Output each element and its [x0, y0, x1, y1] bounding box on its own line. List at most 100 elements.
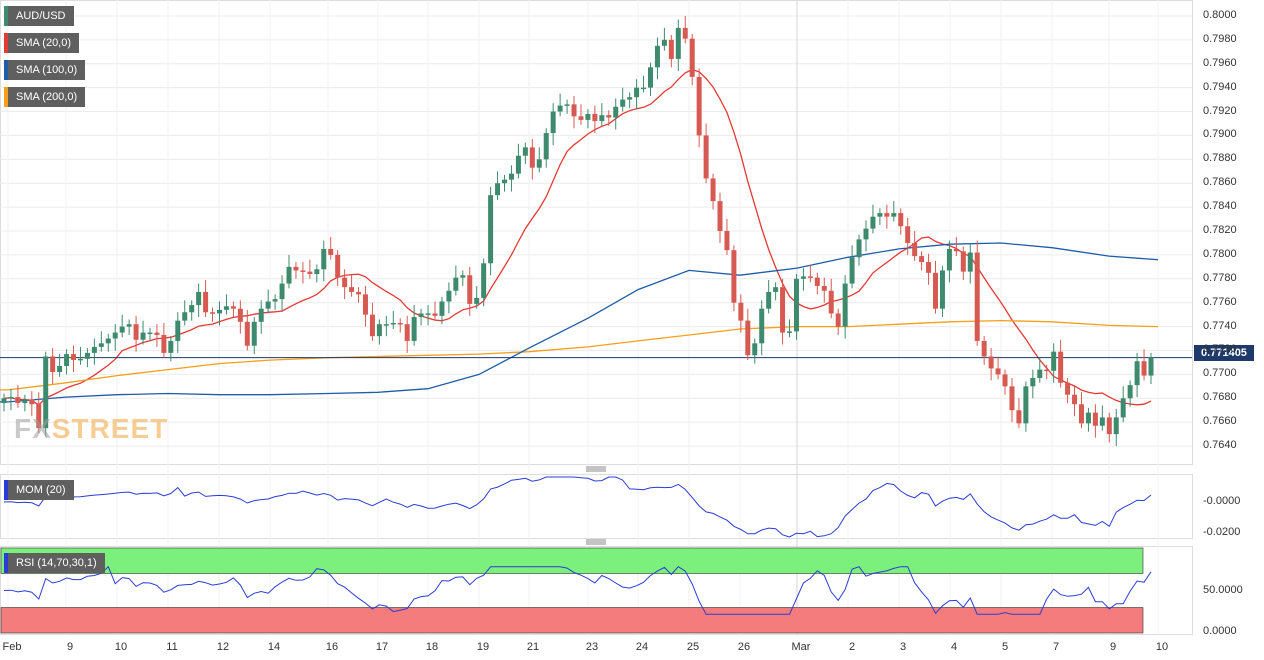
candle [536, 147, 542, 173]
candle [182, 300, 188, 326]
sma20-line [3, 68, 1152, 406]
candle [766, 280, 772, 314]
candle [418, 308, 424, 326]
candle [1099, 405, 1105, 431]
candle [411, 305, 417, 346]
candle [43, 351, 49, 437]
candle [1, 393, 7, 412]
candle [828, 278, 834, 319]
candle [1106, 412, 1112, 443]
candle [502, 174, 508, 192]
candle [724, 219, 730, 255]
candle [369, 302, 375, 341]
time-tick-label: 11 [166, 641, 178, 653]
legend-mom-label: MOM (20) [16, 484, 66, 496]
candle [703, 123, 709, 184]
legend-sma100-label: SMA (100,0) [16, 64, 78, 76]
legend-symbol-label: AUD/USD [16, 10, 66, 22]
candle [1030, 369, 1036, 399]
candle [550, 103, 556, 145]
rsi-line [3, 565, 1152, 615]
time-tick-label: 23 [585, 641, 599, 653]
candle [133, 315, 139, 352]
price-tick-label: 0.7640 [1203, 439, 1237, 452]
candle [105, 333, 111, 352]
candle [64, 349, 70, 375]
sma100-line [0, 242, 1159, 403]
candle [251, 317, 257, 355]
legend-sma20[interactable]: SMA (20,0) [4, 33, 80, 53]
candle [522, 142, 528, 165]
candle [244, 309, 250, 351]
candle [161, 323, 167, 358]
candle [613, 98, 619, 130]
legend-rsi[interactable]: RSI (14,70,30,1) [4, 553, 105, 573]
time-tick-label: Feb [2, 641, 22, 653]
candle [891, 201, 897, 222]
candle [481, 258, 487, 307]
candle [272, 294, 278, 310]
candle [279, 275, 285, 312]
candle [1044, 364, 1050, 380]
candle [293, 262, 299, 279]
candle [383, 315, 389, 337]
candle [8, 388, 14, 411]
candle [807, 264, 813, 283]
candle [599, 103, 605, 126]
candle [529, 139, 535, 180]
candle [752, 338, 758, 364]
rsi-swatch [4, 553, 8, 573]
indicator-tick-label: -0.0200 [1203, 526, 1241, 538]
candle [91, 338, 97, 365]
fxstreet-logo: FXSTREET [14, 413, 169, 444]
price-tick-label: 0.8000 [1203, 8, 1237, 21]
candle [425, 305, 431, 326]
candle [1113, 409, 1119, 447]
sma200-swatch [4, 87, 8, 107]
candle [467, 266, 473, 316]
candle [773, 282, 779, 301]
legend-sma100[interactable]: SMA (100,0) [4, 60, 86, 80]
legend-sma200[interactable]: SMA (200,0) [4, 87, 86, 107]
candle [307, 259, 313, 279]
indicator-tick-label: 0.0000 [1203, 625, 1237, 637]
price-tick-label: 0.7840 [1203, 200, 1237, 213]
candle [356, 287, 362, 303]
time-tick-label: 16 [325, 641, 339, 653]
candle [634, 79, 640, 110]
panel-frames [0, 0, 1193, 635]
price-tick-label: 0.7860 [1203, 176, 1237, 189]
candle [627, 92, 633, 108]
legend-symbol[interactable]: AUD/USD [4, 6, 74, 26]
mom-panel-frame [0, 474, 1193, 539]
candle [557, 93, 563, 117]
gridlines [0, 0, 1192, 635]
candle [258, 300, 264, 334]
candle [432, 301, 438, 321]
mom-swatch [4, 480, 8, 500]
candle [36, 392, 42, 433]
candle [780, 278, 786, 345]
panel-splitters[interactable] [586, 466, 606, 545]
candle [453, 265, 459, 296]
candle [738, 294, 744, 333]
symbol-swatch [4, 6, 8, 26]
candle [661, 27, 667, 51]
price-tick-label: 0.7820 [1203, 224, 1237, 236]
candle [759, 300, 765, 356]
time-tick-label: 2 [848, 641, 856, 653]
candle [362, 285, 368, 327]
candle [140, 320, 146, 345]
candle [675, 19, 681, 71]
sma200-line [0, 319, 1159, 391]
candle [641, 75, 647, 93]
candles [1, 15, 1154, 447]
candle [988, 348, 994, 381]
price-tick-label: 0.7880 [1203, 152, 1237, 165]
candle [71, 345, 77, 372]
candle [1058, 339, 1064, 388]
time-tick-label: 14 [267, 641, 281, 653]
candle [926, 253, 932, 285]
candle [1072, 386, 1078, 417]
legend-mom[interactable]: MOM (20) [4, 480, 74, 500]
